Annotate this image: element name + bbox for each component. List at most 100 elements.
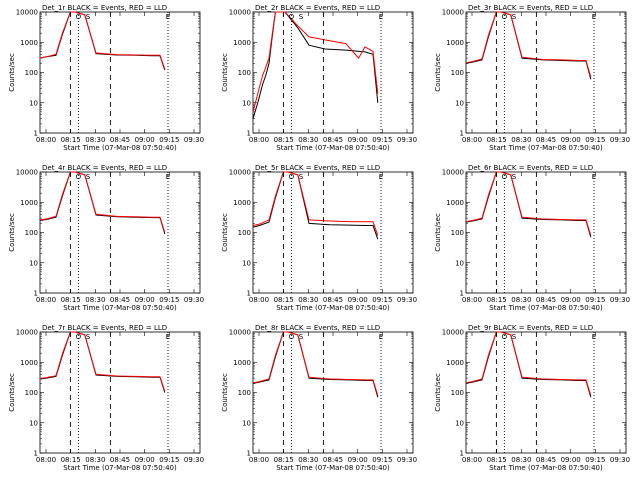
lld-series-line bbox=[252, 171, 379, 236]
top-marker-label: E bbox=[592, 333, 596, 341]
y-tick-label: 1000 bbox=[446, 199, 464, 207]
y-tick-label: 1000 bbox=[233, 359, 251, 367]
x-axis-label: Start Time (07-Mar-08 07:50:40) bbox=[63, 304, 177, 312]
y-tick-label: 10 bbox=[242, 419, 251, 427]
x-tick-label: 08:45 bbox=[323, 456, 343, 464]
x-tick-label: 08:45 bbox=[323, 296, 343, 304]
x-axis-label: Start Time (07-Mar-08 07:50:40) bbox=[489, 144, 603, 152]
y-tick-label: 1000 bbox=[446, 359, 464, 367]
y-axis-label: Counts/sec bbox=[8, 373, 16, 412]
x-tick-label: 09:00 bbox=[561, 296, 581, 304]
x-tick-label: 08:00 bbox=[249, 456, 269, 464]
chart-title: Det_2r BLACK = Events, RED = LLD bbox=[255, 4, 380, 12]
top-marker-label: E bbox=[166, 13, 170, 21]
chart-panel-9: Det_9r BLACK = Events, RED = LLD 1 10 100 10… bbox=[434, 324, 630, 472]
y-tick-label: 1 bbox=[247, 450, 251, 458]
x-tick-label: 08:00 bbox=[249, 136, 269, 144]
x-axis-label: Start Time (07-Mar-08 07:50:40) bbox=[63, 464, 177, 472]
top-marker-label: O bbox=[502, 333, 508, 341]
y-axis-label: Counts/sec bbox=[434, 53, 442, 92]
y-tick-label: 10000 bbox=[229, 329, 251, 337]
x-tick-label: 09:15 bbox=[159, 296, 179, 304]
x-tick-label: 09:15 bbox=[585, 296, 605, 304]
y-tick-label: 1 bbox=[460, 450, 464, 458]
chart-panel-1: Det_1r BLACK = Events, RED = LLD 1 10 100 10… bbox=[8, 4, 204, 152]
chart-title: Det_1r BLACK = Events, RED = LLD bbox=[42, 4, 167, 12]
x-tick-label: 08:00 bbox=[462, 136, 482, 144]
x-axis-label: Start Time (07-Mar-08 07:50:40) bbox=[276, 464, 390, 472]
lld-series-line bbox=[39, 171, 166, 233]
top-marker-label: S bbox=[86, 13, 91, 21]
x-tick-label: 09:30 bbox=[397, 136, 417, 144]
x-tick-label: 08:30 bbox=[298, 296, 318, 304]
top-marker-label: O bbox=[76, 333, 82, 341]
x-tick-label: 08:00 bbox=[36, 136, 56, 144]
x-tick-label: 09:00 bbox=[135, 136, 155, 144]
top-marker-label: O bbox=[76, 173, 82, 181]
y-axis-label: Counts/sec bbox=[221, 213, 229, 252]
y-tick-label: 10000 bbox=[229, 9, 251, 17]
y-tick-label: 10 bbox=[455, 419, 464, 427]
y-tick-label: 1000 bbox=[20, 199, 38, 207]
x-tick-label: 09:15 bbox=[159, 456, 179, 464]
x-tick-label: 08:15 bbox=[61, 136, 81, 144]
y-axis-label: Counts/sec bbox=[221, 373, 229, 412]
x-tick-label: 08:45 bbox=[536, 296, 556, 304]
events-series-line bbox=[39, 171, 166, 235]
x-tick-label: 09:00 bbox=[348, 296, 368, 304]
x-tick-label: 08:15 bbox=[274, 296, 294, 304]
top-marker-label: O bbox=[502, 13, 508, 21]
x-tick-label: 08:00 bbox=[462, 456, 482, 464]
x-tick-label: 08:15 bbox=[274, 136, 294, 144]
lld-series-line bbox=[252, 11, 379, 113]
top-marker-label: S bbox=[86, 333, 91, 341]
x-tick-label: 08:30 bbox=[85, 296, 105, 304]
x-tick-label: 08:45 bbox=[110, 456, 130, 464]
chart-panel-2: Det_2r BLACK = Events, RED = LLD 1 10 100 10… bbox=[221, 4, 417, 152]
y-tick-label: 10 bbox=[29, 419, 38, 427]
y-tick-label: 1000 bbox=[20, 359, 38, 367]
top-marker-label: O bbox=[502, 173, 508, 181]
x-axis-label: Start Time (07-Mar-08 07:50:40) bbox=[489, 304, 603, 312]
x-tick-label: 08:15 bbox=[61, 456, 81, 464]
top-marker-label: S bbox=[512, 13, 517, 21]
y-tick-label: 1000 bbox=[20, 39, 38, 47]
x-tick-label: 08:15 bbox=[61, 296, 81, 304]
chart-title: Det_4r BLACK = Events, RED = LLD bbox=[42, 164, 167, 172]
x-tick-label: 09:15 bbox=[159, 136, 179, 144]
top-marker-label: E bbox=[379, 173, 383, 181]
events-series-line bbox=[39, 331, 166, 393]
y-tick-label: 10000 bbox=[16, 329, 38, 337]
x-tick-label: 08:45 bbox=[536, 136, 556, 144]
x-tick-label: 09:00 bbox=[135, 296, 155, 304]
x-axis-label: Start Time (07-Mar-08 07:50:40) bbox=[489, 464, 603, 472]
x-tick-label: 09:30 bbox=[397, 456, 417, 464]
events-series-line bbox=[465, 331, 592, 398]
top-marker-label: S bbox=[299, 13, 304, 21]
y-tick-label: 1 bbox=[460, 290, 464, 298]
chart-panel-7: Det_7r BLACK = Events, RED = LLD 1 10 100 10… bbox=[8, 324, 204, 472]
x-tick-label: 08:15 bbox=[274, 456, 294, 464]
y-tick-label: 1 bbox=[247, 130, 251, 138]
events-series-line bbox=[39, 11, 166, 71]
x-tick-label: 08:30 bbox=[511, 296, 531, 304]
events-series-line bbox=[465, 11, 592, 80]
x-tick-label: 09:30 bbox=[184, 296, 204, 304]
events-series-line bbox=[252, 331, 379, 398]
x-tick-label: 08:15 bbox=[487, 456, 507, 464]
x-tick-label: 08:00 bbox=[36, 296, 56, 304]
x-tick-label: 08:30 bbox=[511, 136, 531, 144]
x-tick-label: 08:30 bbox=[85, 456, 105, 464]
y-tick-label: 10000 bbox=[442, 9, 464, 17]
x-tick-label: 09:30 bbox=[610, 136, 630, 144]
y-tick-label: 1 bbox=[34, 290, 38, 298]
y-tick-label: 1 bbox=[34, 130, 38, 138]
events-series-line bbox=[252, 11, 379, 119]
x-tick-label: 09:30 bbox=[184, 136, 204, 144]
chart-title: Det_8r BLACK = Events, RED = LLD bbox=[255, 324, 380, 332]
chart-panel-5: Det_5r BLACK = Events, RED = LLD 1 10 100 10… bbox=[221, 164, 417, 312]
top-marker-label: E bbox=[166, 333, 170, 341]
x-tick-label: 09:00 bbox=[561, 456, 581, 464]
x-tick-label: 09:15 bbox=[372, 136, 392, 144]
top-marker-label: S bbox=[299, 333, 304, 341]
